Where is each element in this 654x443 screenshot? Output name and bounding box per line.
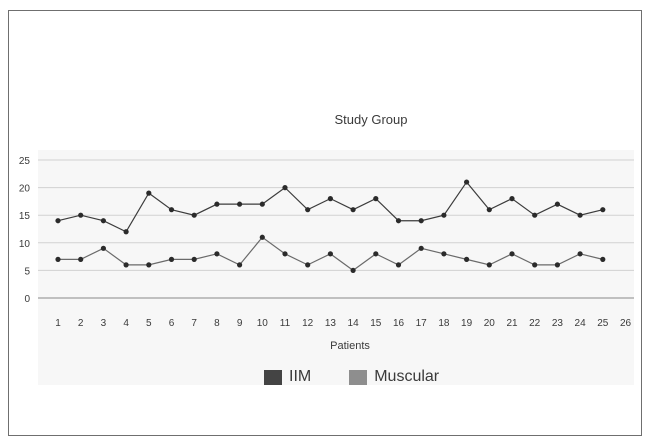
data-point-iim (237, 201, 243, 207)
legend-swatch-muscular (349, 369, 368, 385)
plot-background (38, 150, 634, 385)
data-point-iim (395, 218, 402, 224)
x-tick-label: 18 (438, 318, 450, 329)
x-tick-label: 25 (597, 318, 609, 329)
x-tick-label: 24 (575, 318, 587, 329)
data-point-muscular (327, 251, 333, 257)
data-point-iim (441, 212, 447, 218)
x-tick-label: 1 (55, 318, 61, 329)
data-point-muscular (350, 267, 356, 273)
x-tick-label: 22 (529, 318, 541, 329)
data-point-muscular (418, 245, 424, 251)
y-tick-label: 5 (24, 266, 30, 277)
legend-item-muscular: Muscular (349, 368, 439, 386)
data-point-iim (373, 196, 379, 202)
data-point-muscular (395, 262, 402, 268)
data-point-iim (78, 212, 84, 218)
data-point-muscular (464, 256, 470, 262)
x-tick-label: 9 (237, 318, 243, 329)
x-tick-label: 15 (370, 318, 382, 329)
data-point-iim (486, 207, 492, 213)
x-tick-label: 3 (101, 318, 107, 329)
data-point-muscular (509, 251, 515, 257)
x-tick-label: 12 (302, 318, 314, 329)
x-tick-label: 21 (506, 318, 518, 329)
data-point-muscular (214, 251, 220, 257)
x-tick-label: 11 (280, 318, 291, 329)
data-point-muscular (146, 262, 152, 268)
data-point-muscular (55, 256, 61, 262)
data-point-muscular (441, 251, 447, 257)
data-point-iim (123, 229, 129, 235)
x-tick-label: 16 (393, 318, 405, 329)
data-point-iim (146, 190, 152, 196)
data-point-muscular (577, 251, 583, 257)
data-point-muscular (532, 262, 538, 268)
data-point-iim (554, 201, 561, 207)
data-point-iim (509, 196, 515, 202)
legend: IIM Muscular (264, 368, 477, 386)
y-axis-ticks: 0 5 10 15 20 25 (19, 156, 31, 305)
data-point-iim (282, 185, 288, 191)
data-point-muscular (486, 262, 492, 268)
x-tick-label: 23 (552, 318, 564, 329)
legend-label-iim: IIM (289, 368, 312, 385)
data-point-iim (168, 207, 175, 213)
data-point-muscular (282, 251, 288, 257)
data-point-muscular (373, 251, 379, 257)
legend-swatch-iim (264, 369, 282, 385)
x-tick-label: 20 (484, 318, 496, 329)
series-layer (55, 179, 606, 273)
data-point-muscular (100, 245, 106, 251)
x-tick-label: 6 (169, 318, 175, 329)
data-point-iim (305, 207, 311, 213)
data-point-muscular (191, 256, 197, 262)
data-point-muscular (237, 262, 243, 268)
x-tick-label: 2 (78, 318, 84, 329)
x-tick-label: 4 (123, 318, 129, 329)
data-point-iim (100, 218, 106, 224)
x-axis-ticks: 1 2 3 4 5 6 7 8 9 10 11 12 13 14 15 16 17 18 19 20 21 22 23 24 2… (55, 318, 631, 329)
x-tick-label: 13 (325, 318, 337, 329)
x-tick-label: 14 (348, 318, 360, 329)
y-tick-label: 0 (24, 294, 30, 305)
y-tick-label: 25 (19, 156, 31, 167)
data-point-muscular (168, 256, 175, 262)
x-tick-label: 8 (214, 318, 220, 329)
y-tick-label: 20 (19, 184, 31, 195)
legend-item-iim: IIM (264, 368, 311, 386)
data-point-muscular (123, 262, 129, 268)
data-point-muscular (305, 262, 311, 268)
data-point-iim (577, 212, 583, 218)
x-tick-label: 17 (416, 318, 428, 329)
y-tick-label: 15 (19, 211, 31, 222)
x-tick-label: 10 (257, 318, 269, 329)
data-point-iim (327, 196, 333, 202)
x-tick-label: 5 (146, 318, 152, 329)
data-point-muscular (600, 256, 606, 262)
data-point-iim (55, 218, 61, 224)
data-point-iim (464, 179, 470, 185)
data-point-iim (191, 212, 197, 218)
y-tick-label: 10 (19, 239, 31, 250)
x-tick-label: 26 (620, 318, 632, 329)
data-point-iim (214, 201, 220, 207)
x-axis-label: Patients (330, 340, 370, 352)
legend-label-muscular: Muscular (374, 368, 440, 385)
data-point-muscular (554, 262, 561, 268)
x-tick-label: 19 (461, 318, 473, 329)
data-point-iim (532, 212, 538, 218)
data-point-muscular (78, 256, 84, 262)
data-point-iim (418, 218, 424, 224)
data-point-iim (259, 201, 265, 207)
data-point-muscular (259, 234, 265, 240)
chart-title: Study Group (335, 112, 408, 127)
data-point-iim (350, 207, 356, 213)
x-tick-label: 7 (191, 318, 197, 329)
data-point-iim (600, 207, 606, 213)
